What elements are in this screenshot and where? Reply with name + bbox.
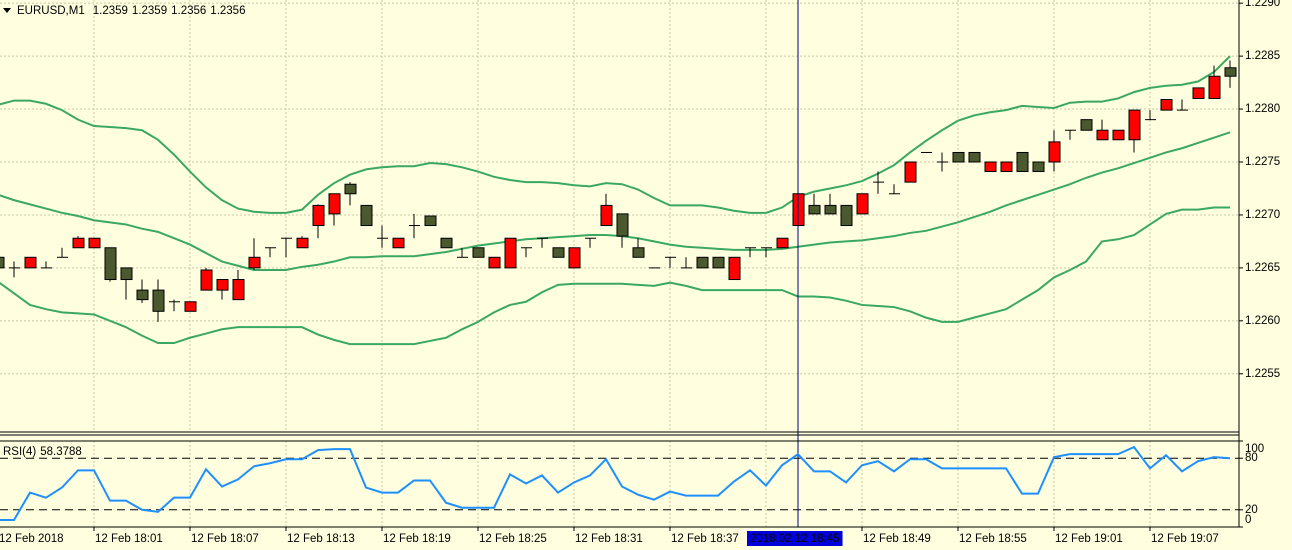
candle-body <box>952 151 965 163</box>
candle-body <box>136 289 149 301</box>
candle-body <box>232 279 245 301</box>
price-info: 1.2356 <box>171 5 206 17</box>
y-tick-label: 1.2260 <box>1245 315 1280 327</box>
bollinger-band <box>0 206 1230 346</box>
candle-body <box>632 247 645 258</box>
candle-body <box>840 204 853 227</box>
indicator-title: RSI(4) <box>3 446 36 458</box>
y-tick-label: 1.2255 <box>1245 368 1280 380</box>
candle-body <box>1080 119 1093 131</box>
candle-body <box>440 237 453 249</box>
x-tick-label: 12 Feb 19:07 <box>1151 533 1219 545</box>
candle-body <box>712 256 725 269</box>
candle-body <box>728 256 741 281</box>
symbol-label: EURUSD,M1 <box>17 5 85 17</box>
candle-body <box>600 204 613 227</box>
candle-body <box>88 237 101 249</box>
x-tick-label: 12 Feb 18:01 <box>95 533 163 545</box>
y-tick-label: 20 <box>1245 504 1258 516</box>
candle-body <box>1048 141 1061 163</box>
candle-body <box>216 279 229 291</box>
candle-body <box>488 256 501 269</box>
candle-body <box>120 267 133 281</box>
candle-body <box>1096 129 1109 141</box>
candle-body <box>904 161 917 183</box>
bollinger-band <box>0 131 1231 271</box>
x-tick-label: 12 Feb 18:49 <box>863 533 931 545</box>
candle-body <box>248 256 261 269</box>
candle-body <box>184 301 197 312</box>
x-tick-label: 12 Feb 18:25 <box>479 533 547 545</box>
y-tick-label: 1.2280 <box>1245 103 1280 115</box>
candle-body <box>1160 99 1173 111</box>
candle-body <box>1192 87 1205 99</box>
candle-body <box>504 237 517 269</box>
candle-body <box>552 247 565 258</box>
candle-body <box>200 269 213 291</box>
candle-body <box>72 237 85 249</box>
candle-body <box>0 256 5 269</box>
candle-body <box>1112 129 1125 141</box>
price-info: 1.2356 <box>210 5 245 17</box>
candle-body <box>1224 67 1237 77</box>
candle-body <box>856 193 869 215</box>
candle-body <box>568 247 581 269</box>
crosshair-time-box <box>747 531 843 546</box>
rsi-line <box>0 445 1231 521</box>
candle-body <box>824 204 837 215</box>
candle-body <box>392 237 405 249</box>
price-info: 1.2359 <box>93 5 128 17</box>
x-tick-label: 12 Feb 18:31 <box>575 533 643 545</box>
candle-body <box>424 215 437 227</box>
candle-body <box>776 237 789 249</box>
candle-body <box>472 247 485 258</box>
crosshair-time-label: 2018.02.12 18:45 <box>750 533 840 545</box>
x-tick-label: 12 Feb 19:01 <box>1055 533 1123 545</box>
candle-body <box>24 256 37 269</box>
y-tick-label: 1.2290 <box>1245 0 1280 9</box>
bollinger-band <box>0 55 1231 214</box>
x-tick-label: 12 Feb 18:37 <box>671 533 739 545</box>
candle-body <box>696 256 709 269</box>
collapse-arrow <box>3 8 11 13</box>
y-tick-label: 1.2285 <box>1245 50 1280 62</box>
plot <box>0 0 1237 527</box>
candle-body <box>1032 161 1045 173</box>
y-tick-label: 0 <box>1245 514 1251 526</box>
price-info: 1.2359 <box>132 5 167 17</box>
candle-body <box>616 213 629 237</box>
x-tick-label: 12 Feb 18:13 <box>287 533 355 545</box>
candle-body <box>328 193 341 215</box>
indicator-value: 58.3788 <box>40 446 82 458</box>
candle-body <box>1208 75 1221 99</box>
candle-body <box>1016 151 1029 173</box>
candle-body <box>1128 109 1141 141</box>
candle-body <box>344 183 357 195</box>
y-tick-label: 1.2265 <box>1245 262 1280 274</box>
candle-body <box>1000 161 1013 173</box>
candle-body <box>152 289 165 312</box>
candle-body <box>312 204 325 227</box>
x-tick-label: 12 Feb 18:07 <box>191 533 259 545</box>
candle-body <box>104 247 117 281</box>
candle-body <box>296 237 309 249</box>
y-tick-label: 80 <box>1245 452 1258 464</box>
x-tick-label: 12 Feb 18:55 <box>959 533 1027 545</box>
y-tick-label: 100 <box>1245 443 1264 455</box>
candle-body <box>968 151 981 163</box>
candle-body <box>984 161 997 173</box>
x-tick-label: 12 Feb 18:19 <box>383 533 451 545</box>
y-tick-label: 1.2275 <box>1245 156 1280 168</box>
candle-body <box>360 204 373 227</box>
candle-body <box>808 204 821 215</box>
x-tick-label: 12 Feb 2018 <box>0 533 64 545</box>
y-tick-label: 1.2270 <box>1245 209 1280 221</box>
